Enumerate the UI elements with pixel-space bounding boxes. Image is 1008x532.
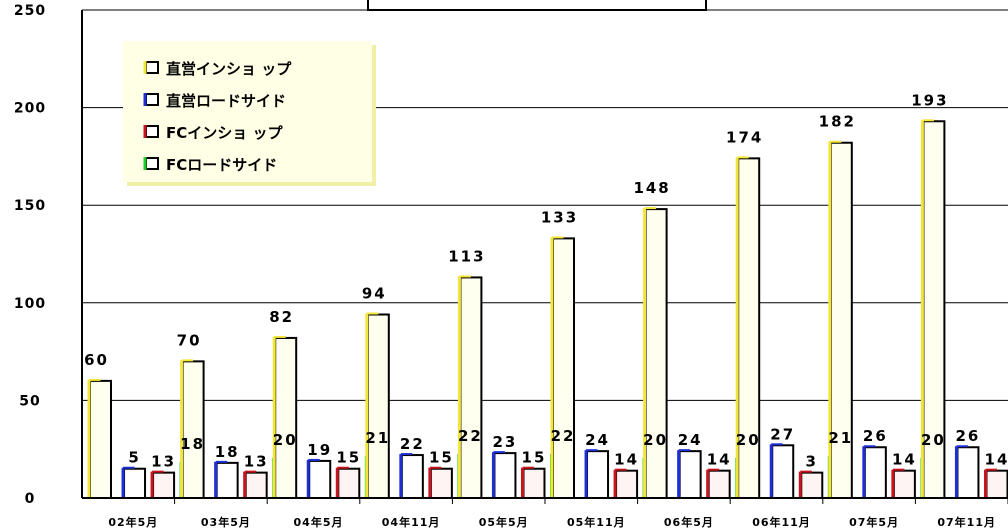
data-label: 19 — [307, 441, 332, 459]
x-tick-label: 07年11月 — [937, 515, 996, 529]
legend-swatch — [145, 61, 159, 74]
data-label: 14 — [614, 451, 639, 469]
data-label: 14 — [892, 451, 917, 469]
bar — [615, 469, 639, 499]
legend-swatch — [145, 93, 159, 106]
data-label: 20 — [643, 431, 668, 449]
data-label: 3 — [806, 453, 818, 471]
bar — [181, 360, 205, 499]
legend-swatch — [145, 125, 159, 138]
data-label: 14 — [985, 451, 1008, 469]
data-label: 18 — [180, 435, 205, 453]
bar — [400, 454, 424, 499]
data-label: 24 — [678, 431, 703, 449]
data-label: 27 — [770, 425, 795, 443]
y-tick-label: 250 — [14, 3, 46, 19]
axes: 0 50 100 150 200 250 02年5月 03年5月 04年5月 04年11月 05年5… — [14, 3, 1008, 529]
data-label: 24 — [585, 431, 610, 449]
data-label: 174 — [726, 128, 763, 146]
bar — [152, 471, 176, 499]
legend-label: 直営ロードサイド — [166, 92, 286, 110]
data-label: 22 — [458, 427, 483, 445]
data-label: 5 — [128, 449, 140, 467]
data-label: 26 — [956, 427, 981, 445]
data-label: 148 — [633, 179, 670, 197]
bar — [586, 450, 610, 500]
x-tick-label: 06年5月 — [664, 515, 714, 529]
data-label: 15 — [522, 449, 547, 467]
bar — [244, 471, 268, 499]
data-label: 13 — [151, 453, 176, 471]
bar — [429, 467, 453, 500]
data-label: 70 — [177, 331, 202, 349]
x-tick-label: 06年11月 — [752, 515, 811, 529]
x-tick-label: 05年5月 — [479, 515, 529, 529]
data-label: 82 — [269, 308, 294, 326]
bar — [337, 467, 361, 500]
data-label: 20 — [273, 431, 298, 449]
data-label: 182 — [819, 113, 856, 131]
legend-label: FCロードサイド — [166, 156, 277, 174]
y-tick-label: 200 — [14, 101, 46, 117]
bar — [308, 459, 332, 499]
legend-box-inner — [123, 41, 372, 182]
x-tick-label: 03年5月 — [201, 515, 251, 529]
data-label: 18 — [215, 443, 240, 461]
y-tick-label: 150 — [14, 198, 46, 214]
data-label: 113 — [448, 247, 485, 265]
data-label: 13 — [244, 453, 269, 471]
bar — [863, 446, 887, 499]
title-box — [367, 0, 707, 11]
data-label: 21 — [365, 429, 390, 447]
y-tick-label: 0 — [25, 491, 36, 507]
x-tick-label: 07年5月 — [849, 515, 899, 529]
data-label: 20 — [921, 431, 946, 449]
data-label: 14 — [707, 451, 732, 469]
bar — [678, 450, 702, 500]
x-tick-label: 05年11月 — [567, 515, 626, 529]
data-label: 193 — [911, 91, 948, 109]
bar — [493, 452, 517, 500]
y-tick-label: 50 — [19, 393, 40, 409]
data-label: 133 — [541, 208, 578, 226]
bar — [985, 469, 1008, 499]
bar — [552, 237, 575, 499]
bar — [215, 461, 239, 500]
bar — [459, 276, 483, 500]
data-label: 94 — [362, 285, 387, 303]
data-label: 20 — [736, 431, 761, 449]
bar — [522, 467, 546, 500]
bar — [771, 444, 795, 499]
legend-label: 直営インショ ップ — [166, 60, 292, 78]
data-label: 22 — [400, 435, 425, 453]
bar — [644, 208, 668, 499]
bar — [274, 336, 298, 499]
bar — [89, 379, 112, 500]
bar — [892, 469, 916, 499]
bar — [800, 471, 824, 499]
legend-label: FCインショ ップ — [166, 124, 283, 142]
data-label: 22 — [551, 427, 576, 445]
data-label: 23 — [493, 433, 518, 451]
legend-swatch — [145, 157, 159, 170]
x-tick-label: 04年5月 — [294, 515, 344, 529]
data-label: 21 — [828, 429, 853, 447]
bar — [366, 313, 390, 499]
bar — [123, 467, 147, 500]
bar — [707, 469, 731, 499]
y-tick-label: 100 — [14, 296, 46, 312]
data-label: 60 — [84, 351, 109, 369]
data-label: 15 — [336, 449, 361, 467]
bar — [956, 446, 980, 499]
x-tick-label: 04年11月 — [382, 515, 441, 529]
x-tick-label: 02年5月 — [108, 515, 158, 529]
data-label: 15 — [429, 449, 454, 467]
data-label: 26 — [863, 427, 888, 445]
